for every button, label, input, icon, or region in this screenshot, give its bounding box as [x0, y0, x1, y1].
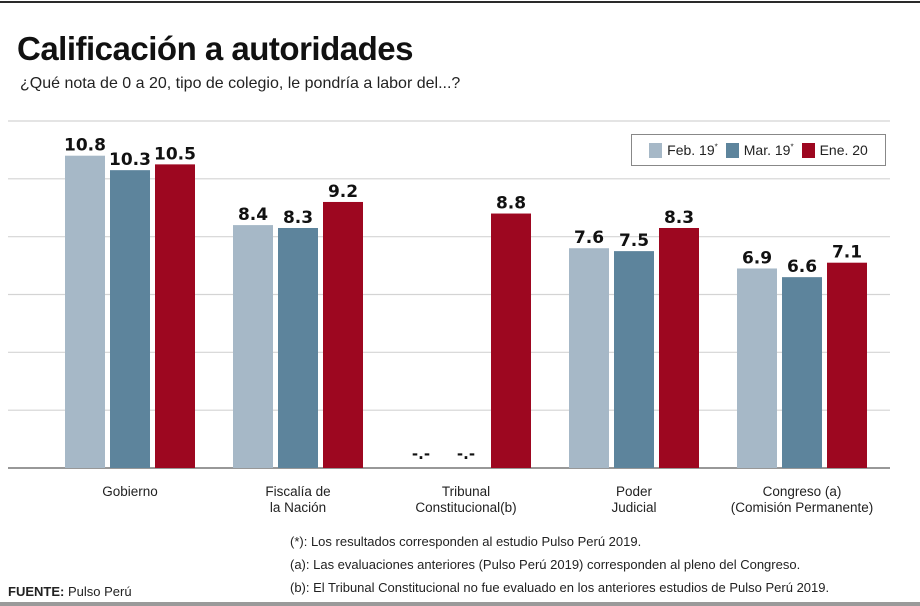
- value-label: 10.8: [64, 136, 106, 156]
- legend-item-feb19: Feb. 19*: [649, 142, 718, 158]
- category-label-line: Gobierno: [102, 484, 158, 499]
- source-label: FUENTE:: [8, 584, 65, 599]
- value-label: 6.9: [742, 248, 772, 268]
- legend-label: Feb. 19*: [667, 142, 718, 158]
- category-label-line: Congreso (a): [762, 484, 842, 499]
- missing-value-label: -.-: [457, 445, 475, 463]
- value-labels: 10.810.3 10.5 8.4 8.3 9.2 -.- -.- 8.8 7.6 7.5 8.3 6…: [64, 136, 862, 463]
- footnote-b: (b): El Tribunal Constitucional no fue e…: [290, 580, 830, 595]
- bar: [827, 262, 867, 468]
- legend-swatch: [801, 142, 815, 158]
- footnote-asterisk: (*): Los resultados corresponden al estu…: [290, 534, 642, 549]
- footnotes: (*): Los resultados corresponden al estu…: [290, 534, 829, 603]
- bar: [659, 227, 699, 468]
- category-label: Tribunal Constitucional(b): [376, 484, 556, 516]
- missing-value-label: -.-: [412, 445, 430, 463]
- bar: [155, 164, 195, 468]
- legend-label: Mar. 19*: [743, 142, 794, 158]
- category-label: Fiscalía de la Nación: [208, 484, 388, 516]
- category-label: Poder Judicial: [544, 484, 724, 516]
- bar: [614, 251, 654, 468]
- legend: Feb. 19* Mar. 19* Ene. 20: [631, 134, 886, 166]
- bar: [569, 248, 609, 468]
- category-label-line: Judicial: [611, 500, 657, 515]
- value-label: 8.3: [664, 208, 694, 228]
- source-value: Pulso Perú: [67, 584, 132, 599]
- legend-item-mar19: Mar. 19*: [725, 142, 794, 158]
- value-label: 9.2: [328, 182, 358, 202]
- legend-swatch: [649, 142, 663, 158]
- legend-label: Ene. 20: [819, 142, 868, 158]
- category-label: Gobierno: [40, 484, 220, 500]
- bottom-rule: [0, 602, 920, 606]
- chart-title: Calificación a autoridades: [17, 30, 413, 67]
- value-label: 8.3: [283, 208, 313, 228]
- bar: [110, 170, 150, 469]
- value-label: 7.1: [832, 243, 862, 263]
- legend-item-ene20: Ene. 20: [801, 142, 868, 158]
- bar: [65, 155, 105, 468]
- value-label: 10.5: [154, 144, 196, 164]
- category-label-line: la Nación: [269, 500, 327, 515]
- source: FUENTE: Pulso Perú: [8, 584, 132, 599]
- bars: [65, 155, 867, 469]
- footnote-a: (a): Las evaluaciones anteriores (Pulso …: [290, 557, 801, 572]
- category-label: Congreso (a) (Comisión Permanente): [712, 484, 892, 516]
- value-label: 8.4: [238, 205, 268, 225]
- bar: [278, 227, 318, 468]
- bar: [323, 201, 363, 468]
- category-label-line: Tribunal: [441, 484, 491, 499]
- bar: [233, 225, 273, 468]
- bar: [737, 268, 777, 468]
- category-label-line: Fiscalía de: [265, 484, 331, 499]
- value-label: 6.6: [787, 257, 817, 277]
- legend-swatch: [725, 142, 739, 158]
- value-label: 8.8: [496, 194, 526, 214]
- value-label: 10.3: [109, 150, 151, 170]
- bar: [491, 213, 531, 468]
- category-label-line: Poder: [615, 484, 653, 499]
- category-label-line: (Comisión Permanente): [730, 500, 874, 515]
- category-label-line: Constitucional(b): [415, 500, 517, 515]
- chart-subtitle: ¿Qué nota de 0 a 20, tipo de colegio, le…: [20, 75, 461, 92]
- top-rule: [0, 1, 920, 3]
- value-label: 7.6: [574, 228, 604, 248]
- bar: [782, 277, 822, 468]
- value-label: 7.5: [619, 231, 649, 251]
